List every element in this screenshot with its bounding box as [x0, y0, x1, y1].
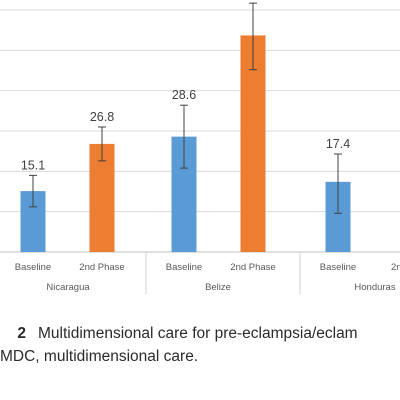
data-label: 28.6 — [172, 88, 196, 102]
data-label: 17.4 — [326, 137, 350, 151]
group-label: Nicaragua — [46, 282, 90, 293]
figure-caption: 2 Multidimensional care for pre-eclampsia… — [0, 322, 400, 368]
group-label: Belize — [205, 282, 231, 293]
bar — [240, 35, 266, 252]
category-label: Baseline — [15, 262, 51, 273]
category-label: 2n — [391, 262, 400, 273]
category-label: 2nd Phase — [79, 262, 124, 273]
caption-line-1: Multidimensional care for pre-eclampsia/… — [38, 325, 358, 342]
figure-number: 2 — [17, 325, 26, 342]
category-label: 2nd Phase — [230, 262, 275, 273]
group-label: Honduras — [354, 282, 395, 293]
category-label: Baseline — [320, 262, 356, 273]
data-label: 15.1 — [21, 158, 45, 172]
data-label: 26.8 — [90, 110, 114, 124]
bar — [89, 143, 115, 252]
caption-line-2: MDC, multidimensional care. — [0, 348, 199, 365]
category-label: Baseline — [166, 262, 202, 273]
